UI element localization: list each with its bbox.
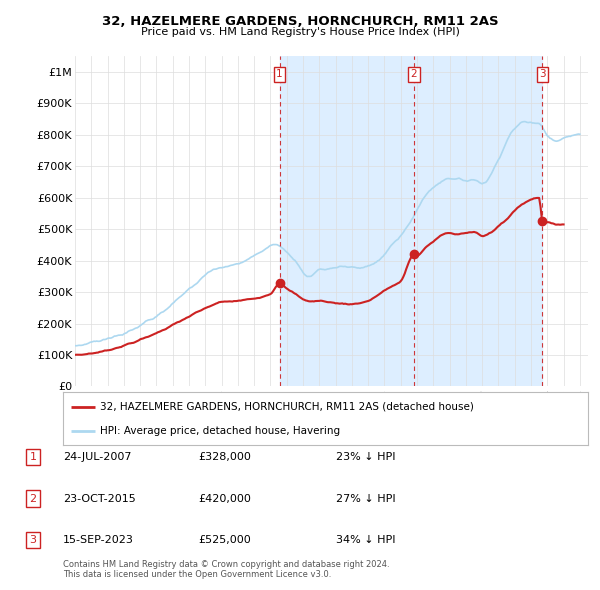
Text: HPI: Average price, detached house, Havering: HPI: Average price, detached house, Have… <box>100 426 340 436</box>
Text: 23-OCT-2015: 23-OCT-2015 <box>63 494 136 503</box>
Text: 23% ↓ HPI: 23% ↓ HPI <box>336 453 395 462</box>
Text: 34% ↓ HPI: 34% ↓ HPI <box>336 535 395 545</box>
Text: Price paid vs. HM Land Registry's House Price Index (HPI): Price paid vs. HM Land Registry's House … <box>140 27 460 37</box>
Text: 2: 2 <box>411 69 418 79</box>
Text: 3: 3 <box>29 535 37 545</box>
Text: Contains HM Land Registry data © Crown copyright and database right 2024.
This d: Contains HM Land Registry data © Crown c… <box>63 560 389 579</box>
Text: 1: 1 <box>29 453 37 462</box>
Text: 32, HAZELMERE GARDENS, HORNCHURCH, RM11 2AS (detached house): 32, HAZELMERE GARDENS, HORNCHURCH, RM11 … <box>100 402 473 412</box>
Text: £525,000: £525,000 <box>198 535 251 545</box>
Text: 32, HAZELMERE GARDENS, HORNCHURCH, RM11 2AS: 32, HAZELMERE GARDENS, HORNCHURCH, RM11 … <box>101 15 499 28</box>
Text: 24-JUL-2007: 24-JUL-2007 <box>63 453 131 462</box>
Text: 15-SEP-2023: 15-SEP-2023 <box>63 535 134 545</box>
Text: 1: 1 <box>276 69 283 79</box>
Text: 27% ↓ HPI: 27% ↓ HPI <box>336 494 395 503</box>
Text: £420,000: £420,000 <box>198 494 251 503</box>
Text: £328,000: £328,000 <box>198 453 251 462</box>
Text: 3: 3 <box>539 69 546 79</box>
Text: 2: 2 <box>29 494 37 503</box>
Bar <box>280 56 542 386</box>
